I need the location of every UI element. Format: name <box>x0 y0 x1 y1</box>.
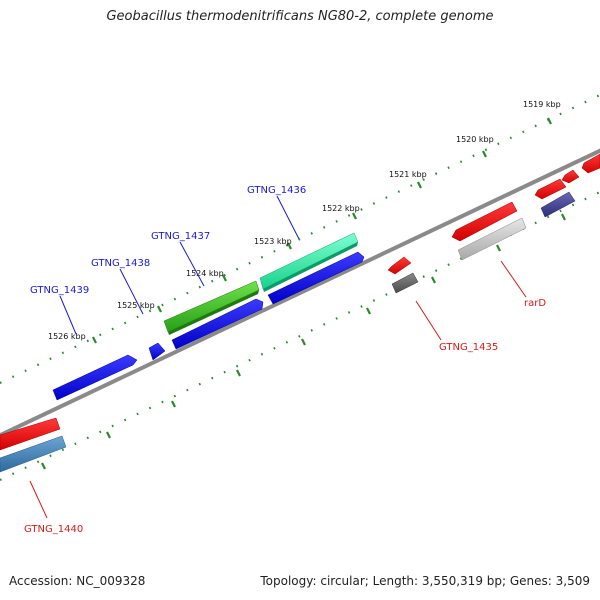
tick-label-1519: 1519 kbp <box>523 100 561 109</box>
label-gtng-1435: GTNG_1435 <box>439 342 498 353</box>
gene-gtng-1439[interactable] <box>52 354 138 401</box>
gene-gtng-1438[interactable] <box>148 342 166 361</box>
genome-title: Geobacillus thermodenitrificans NG80-2, … <box>106 9 494 24</box>
gene-gtng-1436-shadow <box>263 242 358 292</box>
label-rard: rarD <box>524 298 546 309</box>
leader-gtng-1439 <box>59 295 77 335</box>
inner-major-ticks <box>41 213 566 470</box>
gene-blue-1[interactable] <box>267 251 365 305</box>
leader-gtng-1436 <box>276 195 300 240</box>
leader-gtng-1438 <box>119 268 144 315</box>
label-gtng-1440: GTNG_1440 <box>24 524 83 535</box>
leader-rard <box>500 260 527 298</box>
label-gtng-1437: GTNG_1437 <box>151 231 210 242</box>
label-gtng-1439: GTNG_1439 <box>30 285 89 296</box>
tick-label-1520: 1520 kbp <box>456 135 494 144</box>
gene-gtng-1437-shadow <box>168 290 259 335</box>
leader-gtng-1437 <box>179 241 205 287</box>
outer-tick-row <box>0 94 600 384</box>
tick-label-1525: 1525 kbp <box>117 301 155 310</box>
gene-red-rard-top[interactable] <box>451 201 518 242</box>
gene-red-right-2[interactable] <box>561 169 580 184</box>
outer-major-ticks <box>92 117 552 344</box>
gene-red-right-3[interactable] <box>581 153 600 174</box>
gene-rard[interactable] <box>457 217 527 261</box>
tick-label-1521: 1521 kbp <box>389 170 427 179</box>
gene-gtng-1435[interactable] <box>391 272 419 294</box>
gene-blue-2[interactable] <box>171 298 264 350</box>
accession-text: Accession: NC_009328 <box>9 574 146 588</box>
label-gtng-1438: GTNG_1438 <box>91 258 150 269</box>
tick-label-1522: 1522 kbp <box>322 204 360 213</box>
gene-gtng-1435-red[interactable] <box>387 256 412 275</box>
tick-label-1524: 1524 kbp <box>186 269 224 278</box>
leader-gtng-1435 <box>415 300 442 341</box>
tick-label-1526: 1526 kbp <box>48 332 86 341</box>
gene-red-right-1[interactable] <box>534 178 567 200</box>
genome-summary: Topology: circular; Length: 3,550,319 bp… <box>260 574 590 588</box>
inner-tick-row <box>0 191 600 481</box>
genome-backbone <box>0 148 600 438</box>
gene-red-left[interactable] <box>0 417 61 451</box>
gene-gtng-1440[interactable] <box>0 435 67 473</box>
tick-label-1523: 1523 kbp <box>254 237 292 246</box>
label-gtng-1436: GTNG_1436 <box>247 185 306 196</box>
leader-gtng-1440 <box>29 480 48 519</box>
gene-navy-right[interactable] <box>540 191 576 218</box>
